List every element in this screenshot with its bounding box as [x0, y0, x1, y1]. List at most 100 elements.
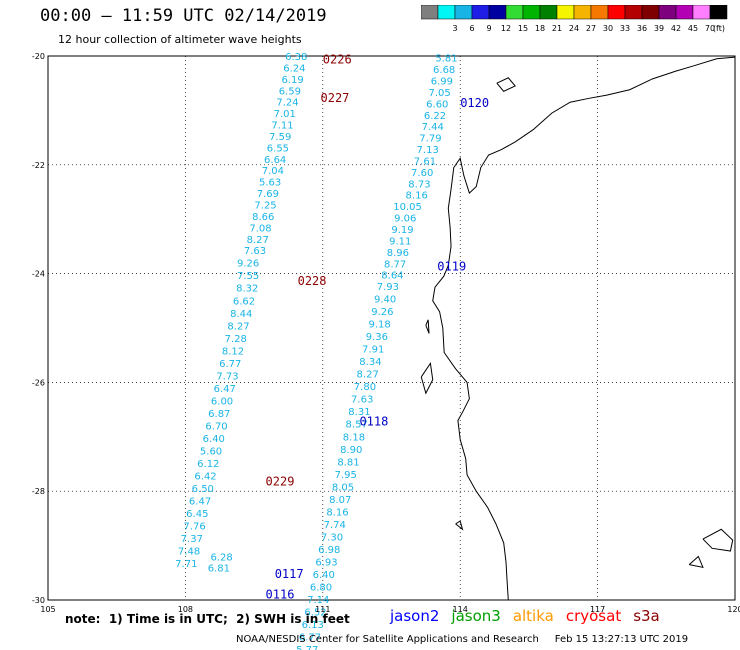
pass-time-label: 0227	[321, 91, 350, 105]
lat-tick-label: -24	[32, 270, 45, 279]
wave-height-label: 8.34	[359, 357, 381, 368]
wave-height-label: 6.24	[283, 63, 305, 74]
wave-height-label: 8.73	[408, 179, 430, 190]
wave-height-label: 7.04	[262, 166, 284, 177]
wave-height-label: 8.27	[247, 235, 269, 246]
wave-height-label: 6.62	[233, 296, 255, 307]
wave-height-label: 6.60	[426, 99, 448, 110]
coastline	[420, 56, 736, 601]
pass-time-label: 0116	[266, 587, 295, 601]
satellite-legend: jason2 jason3 altika cryosat s3a	[390, 607, 672, 625]
colorbar-label: 12	[501, 24, 511, 33]
pass-time-label: 0118	[359, 414, 388, 428]
colorbar-unit: (ft)	[713, 24, 725, 33]
island-outline	[425, 319, 430, 334]
wave-height-label: 10.05	[393, 202, 422, 213]
wave-height-label: 9.11	[389, 236, 411, 247]
credit-line: NOAA/NESDIS Center for Satellite Applica…	[236, 634, 689, 645]
wave-height-label: 7.80	[354, 382, 376, 393]
wave-height-label: 7.63	[351, 395, 373, 406]
wave-height-label: 6.40	[313, 570, 335, 581]
map-title: 00:00 – 11:59 UTC 02/14/2019	[40, 6, 327, 26]
wave-height-label: 7.63	[244, 246, 266, 257]
island-outline	[455, 520, 464, 531]
wave-height-label: 6.70	[205, 421, 227, 432]
map-grid	[47, 55, 736, 601]
colorbar-label: 18	[535, 24, 545, 33]
wave-height-label: 7.25	[254, 201, 276, 212]
wave-height-label: 9.36	[366, 332, 388, 343]
wave-height-label: 6.55	[267, 143, 289, 154]
colorbar-label: 45	[688, 24, 698, 33]
wave-height-label: 5.77	[296, 645, 318, 650]
wave-height-label: 9.19	[391, 225, 413, 236]
wave-height-label: 8.27	[357, 370, 379, 381]
wave-height-label: 6.98	[318, 545, 340, 556]
wave-height-colorbar: 3 6 9 12 15 18 21 24 27 30 33 36 39 42 45 70(ft)	[421, 5, 728, 33]
wave-height-label: 6.47	[189, 496, 211, 507]
colorbar-label: 33	[620, 24, 630, 33]
wave-height-label: 6.38	[285, 52, 307, 63]
satellite-jason3: jason3	[451, 607, 501, 625]
colorbar-label: 70	[705, 24, 715, 33]
wave-height-label: 8.12	[222, 346, 244, 357]
wave-height-label: 6.47	[214, 384, 236, 395]
wave-height-label: 9.40	[374, 295, 396, 306]
wave-height-label: 9.06	[394, 214, 416, 225]
wave-height-label: 8.31	[348, 407, 370, 418]
lon-tick-label: 114	[453, 605, 468, 614]
colorbar-label: 9	[486, 24, 491, 33]
wave-height-label: 6.40	[203, 434, 225, 445]
australia-coastline	[432, 56, 736, 601]
pass-time-label: 0229	[266, 474, 295, 488]
altimeter-tracks: 6.386.246.196.597.247.017.117.596.556.64…	[175, 52, 457, 650]
wave-height-label: 7.01	[274, 109, 296, 120]
wave-height-label: 7.05	[428, 88, 450, 99]
wave-height-label: 7.14	[307, 595, 329, 606]
wave-height-label: 7.79	[419, 134, 441, 145]
wave-height-label: 6.77	[219, 359, 241, 370]
wave-height-label: 6.13	[302, 620, 324, 631]
wave-height-label: 6.00	[211, 396, 233, 407]
wave-height-label: 7.08	[249, 223, 271, 234]
lat-tick-label: -20	[32, 52, 45, 61]
wave-height-label: 9.26	[371, 307, 393, 318]
lon-tick-label: 105	[40, 605, 55, 614]
wave-height-label: 6.87	[208, 409, 230, 420]
wave-height-label: 6.45	[186, 509, 208, 520]
lon-tick-label: 117	[590, 605, 605, 614]
lat-tick-label: -22	[32, 161, 45, 170]
wave-height-label: 7.95	[335, 470, 357, 481]
wave-height-label: 7.13	[417, 145, 439, 156]
wave-height-label: 6.81	[208, 563, 230, 574]
map-frame	[47, 55, 736, 601]
wave-height-label: 7.91	[362, 345, 384, 356]
wave-height-label: 9.26	[237, 259, 259, 270]
wave-height-label: 5.81	[435, 54, 457, 65]
pass-time-label: 0120	[460, 96, 489, 110]
wave-height-label: 6.19	[281, 75, 303, 86]
pass-time-label: 0117	[275, 567, 304, 581]
wave-height-label: 8.77	[384, 259, 406, 270]
colorbar-label: 6	[469, 24, 474, 33]
wave-height-label: 7.74	[324, 520, 346, 531]
wave-height-label: 7.59	[269, 132, 291, 143]
wave-height-label: 6.64	[264, 155, 286, 166]
colorbar-label: 24	[569, 24, 579, 33]
wave-height-label: 6.77	[299, 632, 321, 643]
island-outline	[688, 555, 704, 569]
wave-height-label: 6.99	[431, 76, 453, 87]
colorbar-label: 21	[552, 24, 562, 33]
colorbar-label: 30	[603, 24, 613, 33]
wave-height-label: 8.64	[381, 271, 403, 282]
pass-time-labels: 0226 0227 0120 0119 0228 0118 0229 0117 0116	[266, 53, 490, 602]
wave-height-label: 7.60	[411, 168, 433, 179]
wave-height-label: 7.76	[183, 521, 205, 532]
wave-height-label: 6.52	[304, 607, 326, 618]
colorbar-label: 36	[637, 24, 647, 33]
wave-height-label: 8.32	[236, 284, 258, 295]
wave-height-label: 8.66	[252, 212, 274, 223]
wave-height-label: 5.63	[259, 178, 281, 189]
pass-time-label: 0226	[323, 53, 352, 67]
